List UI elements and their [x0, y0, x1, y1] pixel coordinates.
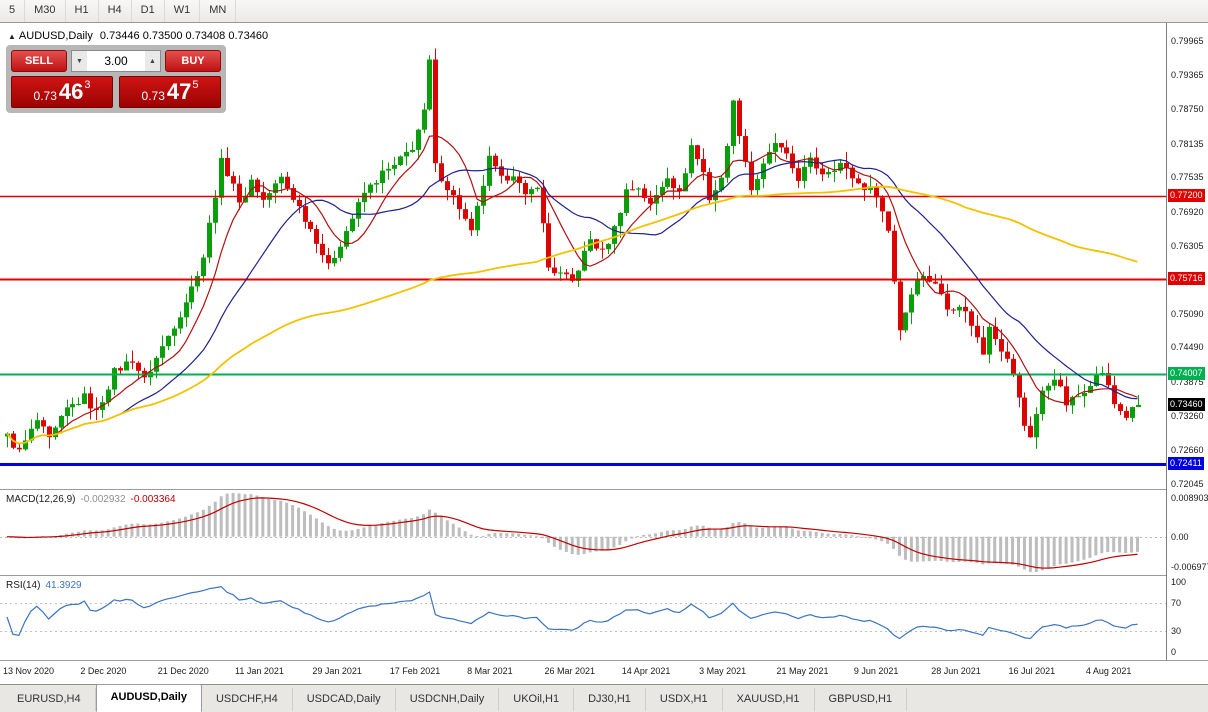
volume-input[interactable]: 3.00: [104, 54, 128, 68]
price-badge-0.75716: 0.75716: [1168, 271, 1205, 285]
tab-usdx-h1[interactable]: USDX,H1: [646, 688, 723, 711]
price-tick-label: 0.76305: [1171, 240, 1204, 251]
price-axis[interactable]: 0.79965 0.79365 0.78750 0.78135 0.77535 0.769…: [1166, 23, 1208, 660]
macd-pane-separator: [0, 489, 1208, 490]
chart-window: ▲ AUDUSD,Daily 0.73446 0.73500 0.73408 0.7…: [0, 22, 1208, 685]
price-badge-0.72411: 0.72411: [1168, 456, 1204, 470]
tab-usdcad-daily[interactable]: USDCAD,Daily: [293, 688, 396, 711]
volume-increase-button[interactable]: ▲: [145, 51, 160, 71]
macd-axis-label: 0.008903: [1171, 493, 1208, 503]
price-tick-label: 0.79365: [1171, 69, 1204, 80]
buy-price-display[interactable]: 0.73 47 5: [119, 76, 221, 108]
price-tick-label: 0.79965: [1171, 36, 1204, 47]
sell-price-point: 3: [84, 79, 91, 91]
rsi-canvas[interactable]: [0, 576, 1166, 660]
date-tick-label: 21 May 2021: [776, 666, 829, 676]
timeframe-toolbar: 5 M30 H1 H4 D1 W1 MN: [0, 0, 1208, 23]
rsi-axis-label: 70: [1171, 598, 1182, 608]
timeframe-button-5[interactable]: 5: [0, 0, 26, 22]
tab-gbpusd-h1[interactable]: GBPUSD,H1: [815, 688, 908, 711]
date-tick-label: 8 Mar 2021: [467, 666, 513, 676]
macd-indicator-name: MACD(12,26,9): [6, 494, 76, 505]
date-tick-label: 26 Mar 2021: [544, 666, 595, 676]
timeframe-button-d1[interactable]: D1: [132, 0, 165, 22]
chart-title: ▲ AUDUSD,Daily 0.73446 0.73500 0.73408 0.7…: [8, 30, 268, 42]
chart-tabs: EURUSD,H4 AUDUSD,Daily USDCHF,H4 USDCAD,Dai…: [0, 684, 1208, 712]
rsi-axis-label: 100: [1171, 577, 1187, 587]
rsi-value: 41.3929: [45, 580, 82, 591]
volume-control: ▼ 3.00 ▲: [71, 50, 161, 72]
macd-canvas[interactable]: [0, 490, 1166, 575]
buy-price-pips: 47: [166, 79, 192, 104]
timeframe-button-mn[interactable]: MN: [200, 0, 237, 22]
tab-audusd-daily[interactable]: AUDUSD,Daily: [95, 684, 202, 712]
date-tick-label: 3 May 2021: [699, 666, 747, 676]
time-axis-separator: [0, 660, 1208, 661]
price-tick-label: 0.78135: [1171, 138, 1204, 149]
date-tick-label: 2 Dec 2020: [80, 666, 127, 676]
date-tick-label: 16 Jul 2021: [1008, 666, 1056, 676]
price-tick-label: 0.72045: [1171, 479, 1204, 490]
price-tick-label: 0.73260: [1171, 411, 1204, 422]
price-badge-0.74007: 0.74007: [1168, 367, 1205, 381]
rsi-axis-label: 30: [1171, 626, 1182, 636]
buy-button[interactable]: BUY: [165, 50, 221, 72]
macd-value-signal: -0.003364: [130, 494, 176, 505]
chart-ohlc-values: 0.73446 0.73500 0.73408 0.73460: [99, 30, 269, 42]
date-tick-label: 11 Jan 2021: [235, 666, 284, 676]
price-tick-label: 0.74490: [1171, 342, 1204, 353]
sell-price-pips: 46: [58, 79, 84, 104]
price-tick-label: 0.75090: [1171, 308, 1204, 319]
sell-price-prefix: 0.73: [33, 89, 57, 103]
rsi-pane-separator: [0, 575, 1208, 576]
rsi-indicator-name: RSI(14): [6, 580, 41, 591]
chart-symbol-label: AUDUSD,Daily: [18, 30, 93, 42]
time-axis[interactable]: 13 Nov 2020 2 Dec 2020 21 Dec 2020 11 Jan 2…: [0, 661, 1208, 685]
rsi-axis-label: 0: [1171, 647, 1177, 657]
date-tick-label: 9 Jun 2021: [853, 666, 899, 676]
price-tick-label: 0.73875: [1171, 376, 1204, 387]
tab-xauusd-h1[interactable]: XAUUSD,H1: [723, 688, 815, 711]
tab-dj30-h1[interactable]: DJ30,H1: [574, 688, 646, 711]
macd-axis-label: 0.00: [1171, 531, 1189, 542]
timeframe-button-h4[interactable]: H4: [99, 0, 132, 22]
rsi-indicator-label: RSI(14) 41.3929: [6, 580, 82, 591]
tab-ukoil-h1[interactable]: UKOil,H1: [499, 688, 575, 711]
timeframe-button-m30[interactable]: M30: [25, 0, 66, 22]
one-click-trading-panel: SELL ▼ 3.00 ▲ BUY 0.73 46 3 0.73 47 5: [6, 45, 226, 113]
tab-usdchf-h4[interactable]: USDCHF,H4: [202, 688, 293, 711]
macd-axis-label: -0.006977: [1171, 562, 1208, 572]
macd-value-main: -0.002932: [80, 494, 126, 505]
tab-eurusd-h4[interactable]: EURUSD,H4: [3, 688, 96, 711]
buy-price-prefix: 0.73: [141, 89, 165, 103]
volume-decrease-button[interactable]: ▼: [72, 51, 87, 71]
tab-usdcnh-daily[interactable]: USDCNH,Daily: [396, 688, 500, 711]
macd-indicator-label: MACD(12,26,9) -0.002932 -0.003364: [6, 494, 176, 505]
sell-button[interactable]: SELL: [11, 50, 67, 72]
price-tick-label: 0.72660: [1171, 444, 1204, 455]
price-tick-label: 0.76920: [1171, 206, 1204, 217]
price-tick-label: 0.77535: [1171, 172, 1204, 183]
price-badge-0.73460: 0.73460: [1168, 398, 1205, 412]
timeframe-button-w1[interactable]: W1: [165, 0, 201, 22]
shift-triangle-icon: ▲: [8, 32, 16, 41]
date-tick-label: 28 Jun 2021: [931, 666, 981, 676]
price-tick-label: 0.78750: [1171, 104, 1204, 115]
date-tick-label: 13 Nov 2020: [3, 666, 55, 676]
timeframe-button-h1[interactable]: H1: [66, 0, 99, 22]
date-tick-label: 21 Dec 2020: [157, 666, 209, 676]
date-tick-label: 29 Jan 2021: [312, 666, 362, 676]
sell-price-display[interactable]: 0.73 46 3: [11, 76, 113, 108]
buy-price-point: 5: [192, 79, 199, 91]
date-tick-label: 14 Apr 2021: [621, 666, 671, 676]
date-tick-label: 4 Aug 2021: [1085, 666, 1132, 676]
date-tick-label: 17 Feb 2021: [389, 666, 441, 676]
price-badge-0.77200: 0.77200: [1168, 188, 1205, 202]
